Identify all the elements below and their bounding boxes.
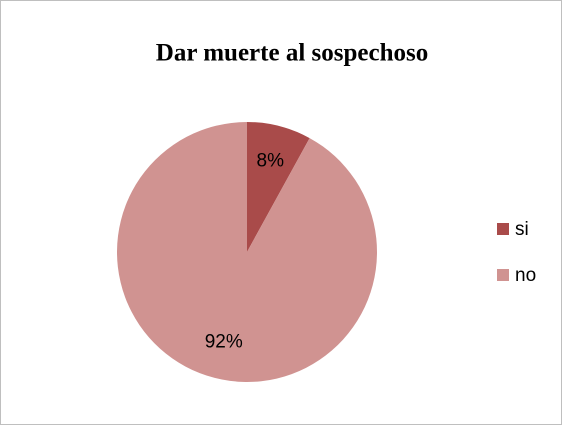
chart-title: Dar muerte al sospechoso [156,40,428,67]
legend-swatch [497,269,509,281]
legend-label: si [515,219,529,240]
legend-swatch [497,223,509,235]
pie-slice [116,122,377,382]
pie-slice [247,122,310,252]
legend-label: no [515,265,536,286]
data-label: 8% [257,150,285,171]
data-label: 92% [205,332,243,353]
